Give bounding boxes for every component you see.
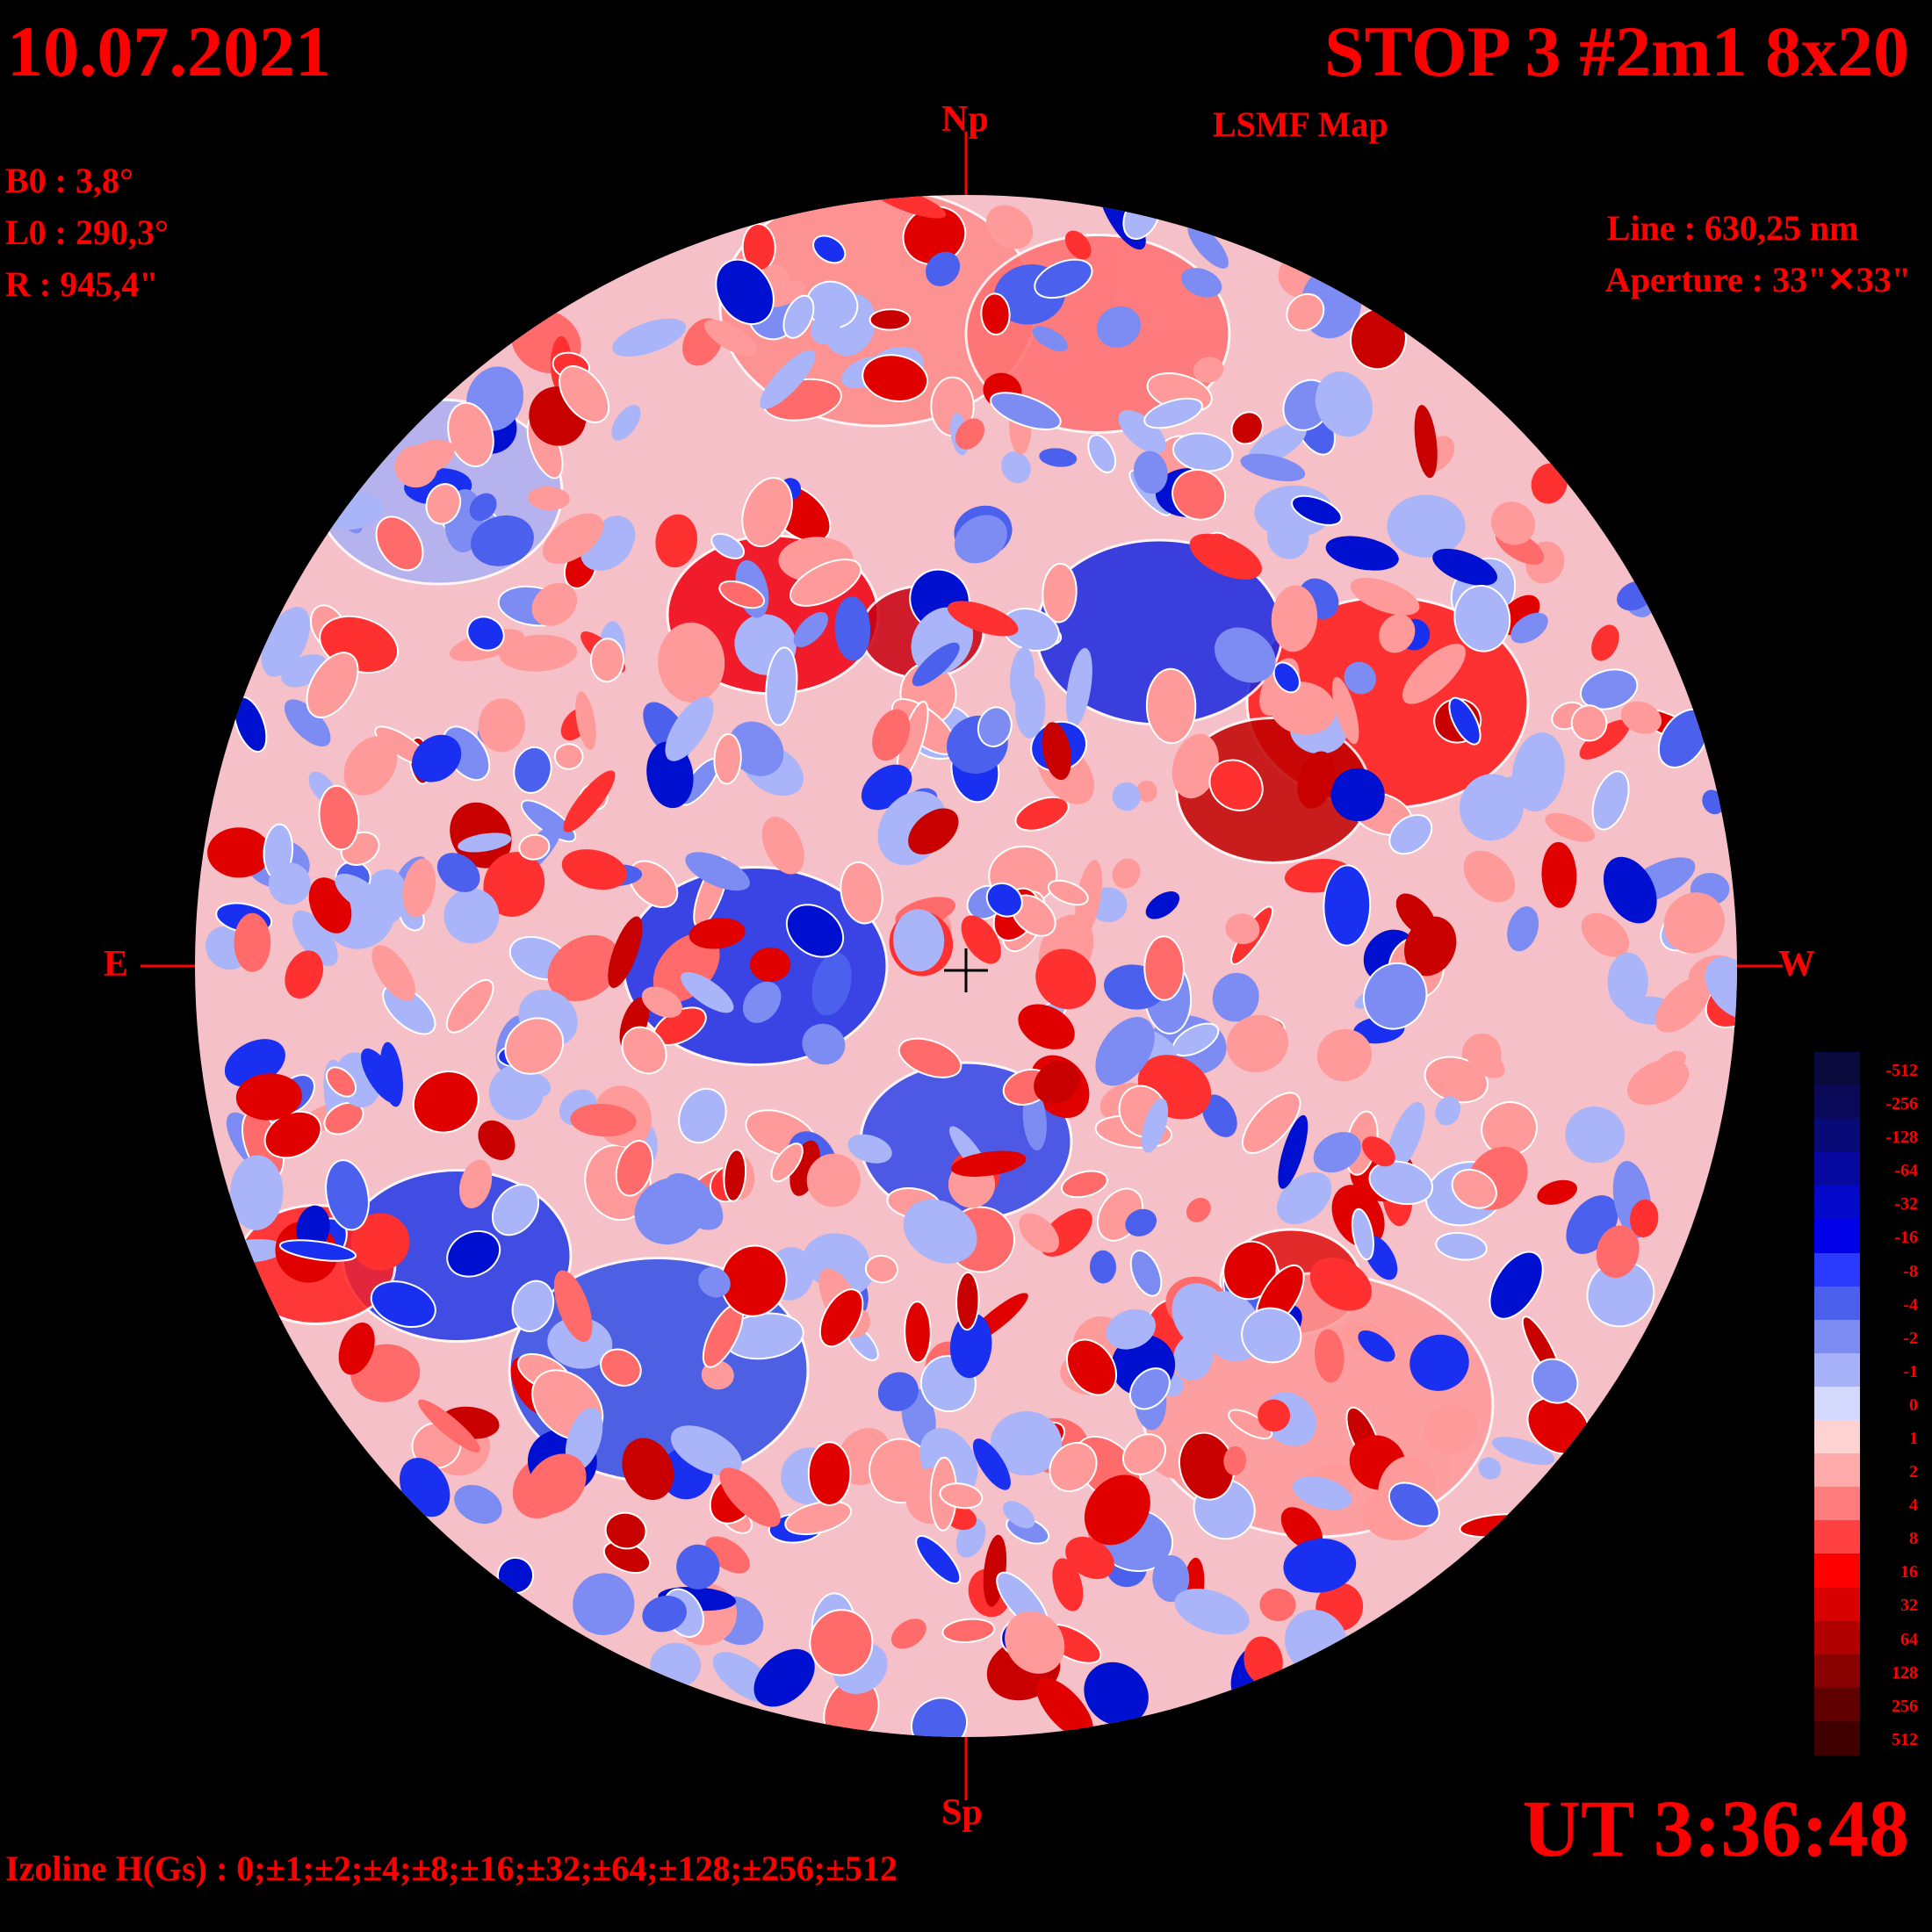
legend-swatch	[1814, 1554, 1860, 1589]
legend-swatch	[1814, 1052, 1860, 1087]
ut-time: UT 3:36:48	[1522, 1784, 1909, 1873]
legend-level-label: 1	[1909, 1429, 1918, 1448]
map-title: STOP 3 #2m1 8x20	[1324, 11, 1909, 91]
line-info: Line : 630,25 nm	[1606, 208, 1859, 248]
legend-swatch	[1814, 1720, 1860, 1755]
legend-swatch	[1814, 1620, 1860, 1655]
l0-param: L0 : 290,3°	[5, 213, 169, 252]
color-scale-legend	[1814, 1052, 1860, 1755]
west-label: W	[1778, 944, 1815, 984]
legend-swatch	[1814, 1687, 1860, 1722]
legend-swatch	[1814, 1352, 1860, 1388]
center-crosshair	[944, 948, 988, 992]
legend-swatch	[1814, 1085, 1860, 1121]
legend-swatch	[1814, 1152, 1860, 1187]
legend-level-label: 4	[1909, 1496, 1918, 1516]
legend-level-label: 256	[1892, 1696, 1918, 1716]
legend-level-label: 16	[1900, 1562, 1918, 1582]
legend-level-label: -4	[1903, 1294, 1918, 1315]
izoline-levels: Izoline H(Gs) : 0;±1;±2;±4;±8;±16;±32;±6…	[5, 1849, 898, 1888]
date-label: 10.07.2021	[7, 11, 331, 91]
legend-swatch	[1814, 1286, 1860, 1321]
legend-level-label: -128	[1885, 1128, 1918, 1148]
legend-level-label: 128	[1892, 1662, 1918, 1683]
aperture-info: Aperture : 33"✕33"	[1604, 260, 1911, 299]
legend-swatch	[1814, 1453, 1860, 1489]
legend-swatch	[1814, 1252, 1860, 1287]
legend-swatch	[1814, 1186, 1860, 1221]
legend-level-label: -2	[1903, 1328, 1918, 1348]
legend-level-label: -256	[1885, 1094, 1918, 1114]
legend-swatch	[1814, 1386, 1860, 1422]
axis-ticks	[141, 132, 1783, 1800]
legend-level-label: 0	[1909, 1395, 1918, 1415]
field-blobs	[205, 195, 1737, 1737]
legend-level-label: -64	[1894, 1161, 1918, 1181]
legend-level-label: -1	[1903, 1361, 1918, 1381]
observation-info: Line : 630,25 nm Aperture : 33"✕33"	[1605, 202, 1911, 306]
legend-level-label: -512	[1885, 1060, 1918, 1080]
legend-level-label: -16	[1894, 1228, 1918, 1248]
map-subtitle: LSMF Map	[1213, 105, 1388, 144]
solar-parameters: B0 : 3,8° L0 : 290,3° R : 945,4"	[5, 155, 169, 310]
north-pole-label: Np	[941, 99, 989, 140]
legend-level-label: 8	[1909, 1529, 1918, 1549]
b0-param: B0 : 3,8°	[5, 161, 133, 200]
legend-swatch	[1814, 1587, 1860, 1622]
legend-swatch	[1814, 1487, 1860, 1522]
legend-swatch	[1814, 1119, 1860, 1154]
legend-level-label: -8	[1903, 1261, 1918, 1281]
south-pole-label: Sp	[941, 1792, 983, 1833]
legend-swatch	[1814, 1420, 1860, 1455]
solar-disk	[195, 195, 1737, 1737]
east-label: E	[104, 944, 129, 984]
r-param: R : 945,4"	[5, 264, 159, 304]
legend-level-label: 32	[1900, 1596, 1918, 1616]
legend-level-label: -32	[1894, 1194, 1918, 1215]
legend-swatch	[1814, 1219, 1860, 1254]
legend-level-label: 64	[1900, 1629, 1918, 1649]
legend-swatch	[1814, 1319, 1860, 1354]
legend-level-label: 2	[1909, 1462, 1918, 1482]
legend-level-label: 512	[1892, 1729, 1918, 1749]
legend-swatch	[1814, 1654, 1860, 1689]
legend-swatch	[1814, 1520, 1860, 1555]
